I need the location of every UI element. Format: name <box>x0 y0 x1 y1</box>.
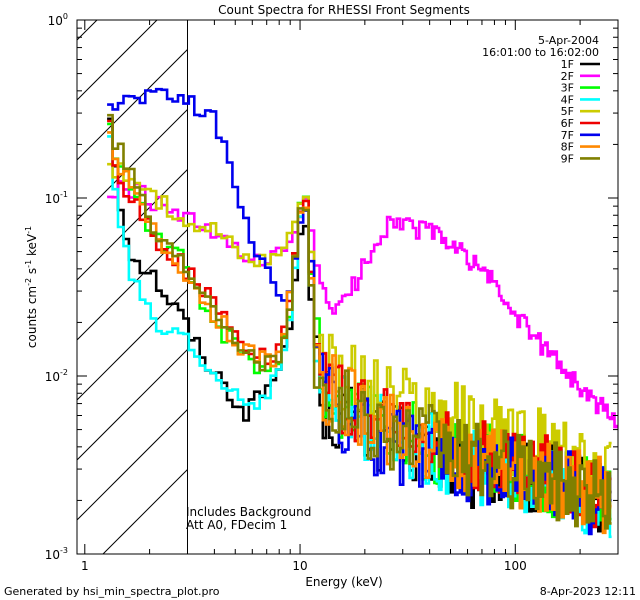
hatch-line <box>77 49 188 161</box>
y-tick-label: 100 <box>48 12 68 28</box>
x-tick-label: 10 <box>292 559 307 573</box>
hatch-line <box>77 409 188 521</box>
note-attenuator: Att A0, FDecim 1 <box>186 518 287 532</box>
hatch-line <box>102 469 188 554</box>
series-9F <box>107 113 612 530</box>
legend-date: 5-Apr-2004 <box>538 34 599 47</box>
legend-label-9F: 9F <box>561 152 574 165</box>
legend-label-3F: 3F <box>561 82 574 95</box>
series-layer <box>107 87 618 539</box>
y-tick-labels: 100 10-1 10-2 10-3 <box>45 12 68 562</box>
y-axis-label: counts cm-2 s-1 keV-1 <box>24 226 39 348</box>
hatch-line <box>77 109 188 221</box>
legend-label-7F: 7F <box>561 129 574 142</box>
y-tick-label: 10-3 <box>45 546 68 562</box>
legend-label-6F: 6F <box>561 117 574 130</box>
excluded-region-hatch <box>77 20 188 554</box>
legend-label-5F: 5F <box>561 105 574 118</box>
legend-label-1F: 1F <box>561 58 574 71</box>
series-8F <box>107 131 612 535</box>
chart-title: Count Spectra for RHESSI Front Segments <box>218 3 470 17</box>
footer-timestamp: 8-Apr-2023 12:11 <box>540 585 636 598</box>
hatch-line <box>77 349 188 461</box>
note-background: Includes Background <box>186 505 311 519</box>
footer-generated-by: Generated by hsi_min_spectra_plot.pro <box>4 585 220 598</box>
axis-ticks <box>77 19 619 555</box>
x-axis-label: Energy (keV) <box>305 575 382 589</box>
hatch-line <box>77 20 158 101</box>
hatch-line <box>77 289 188 401</box>
hatch-line <box>77 169 188 281</box>
x-tick-labels: 1 10 100 <box>81 559 527 573</box>
x-tick-label: 1 <box>81 559 89 573</box>
x-tick-label: 100 <box>504 559 527 573</box>
legend-label-8F: 8F <box>561 141 574 154</box>
legend-label-4F: 4F <box>561 93 574 106</box>
y-tick-label: 10-2 <box>45 368 68 384</box>
legend-time-range: 16:01:00 to 16:02:00 <box>482 46 599 59</box>
legend-label-2F: 2F <box>561 70 574 83</box>
legend: 5-Apr-2004 16:01:00 to 16:02:00 1F2F3F4F… <box>482 34 600 165</box>
hatch-line <box>77 20 98 41</box>
y-tick-label: 10-1 <box>45 190 68 206</box>
plot-frame <box>76 19 619 555</box>
